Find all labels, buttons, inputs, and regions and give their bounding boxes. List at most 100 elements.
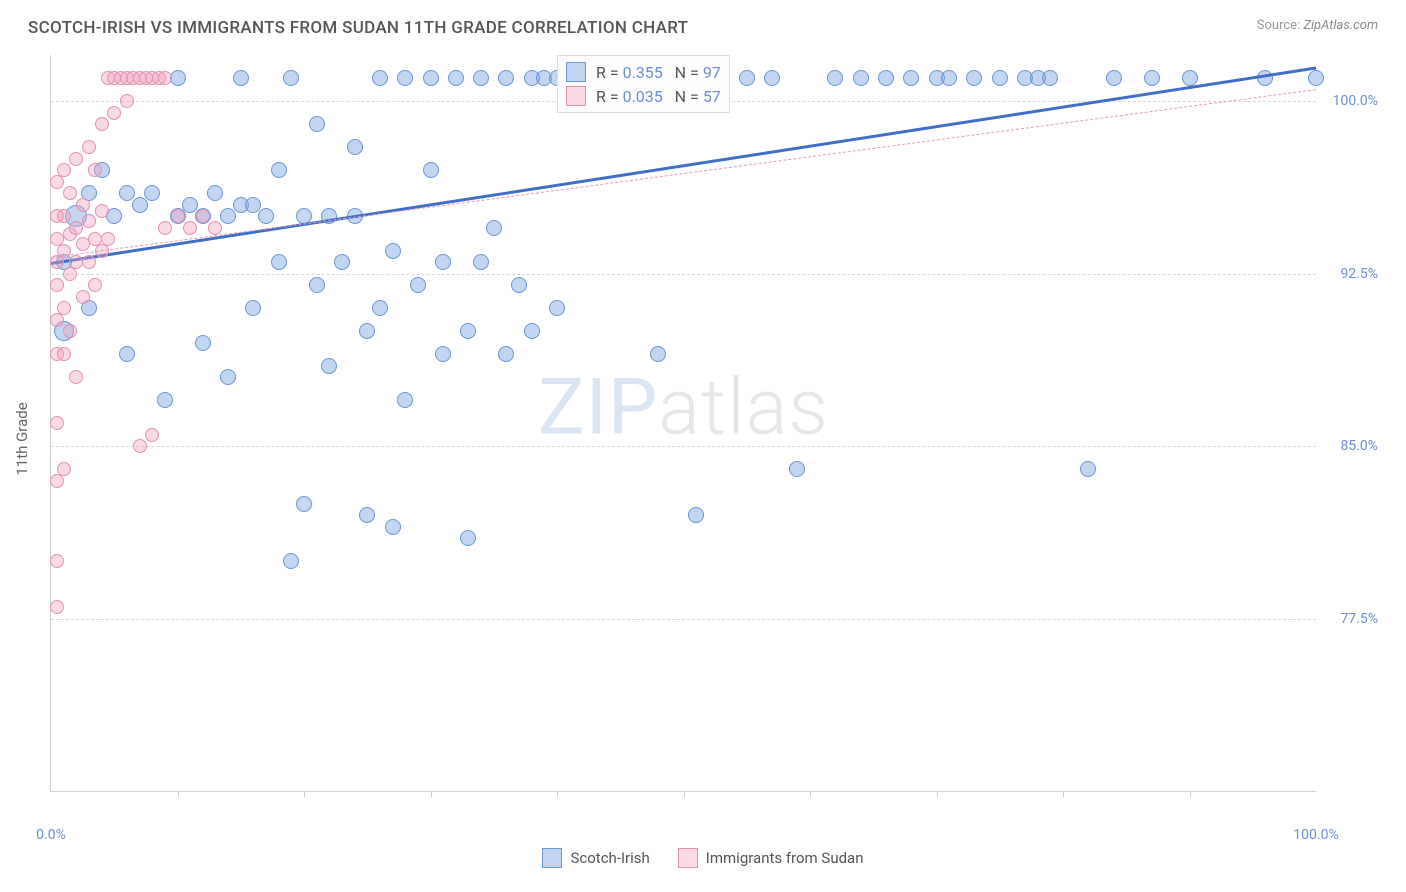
data-point [397, 70, 413, 86]
data-point [57, 163, 71, 177]
legend-item: Immigrants from Sudan [678, 848, 864, 868]
data-point [524, 323, 540, 339]
legend-swatch [678, 848, 698, 868]
data-point [183, 221, 197, 235]
data-point [347, 139, 363, 155]
legend: Scotch-Irish Immigrants from Sudan [0, 848, 1406, 872]
data-point [95, 204, 109, 218]
legend-swatch [566, 62, 586, 82]
data-point [903, 70, 919, 86]
data-point [196, 209, 210, 223]
data-point [423, 162, 439, 178]
data-point [853, 70, 869, 86]
xtick-mark [304, 791, 305, 797]
data-point [57, 347, 71, 361]
data-point [739, 70, 755, 86]
data-point [372, 300, 388, 316]
data-point [688, 507, 704, 523]
y-axis-label: 11th Grade [13, 402, 31, 475]
legend-item: Scotch-Irish [542, 848, 649, 868]
data-point [82, 255, 96, 269]
data-point [1144, 70, 1160, 86]
data-point [63, 186, 77, 200]
data-point [106, 208, 122, 224]
data-point [82, 214, 96, 228]
legend-swatch [566, 86, 586, 106]
data-point [133, 439, 147, 453]
xtick-mark [684, 791, 685, 797]
legend-label: Immigrants from Sudan [706, 849, 864, 867]
stats-text: R = 0.035 N = 57 [596, 87, 721, 106]
data-point [397, 392, 413, 408]
ytick-label: 85.0% [1340, 438, 1378, 454]
data-point [283, 553, 299, 569]
data-point [549, 300, 565, 316]
plot-area: ZIPatlas 77.5%85.0%92.5%100.0%0.0%100.0%… [50, 55, 1316, 792]
data-point [170, 70, 186, 86]
data-point [1106, 70, 1122, 86]
data-point [296, 496, 312, 512]
data-point [309, 277, 325, 293]
data-point [473, 70, 489, 86]
data-point [789, 461, 805, 477]
ytick-label: 100.0% [1333, 93, 1378, 109]
data-point [258, 208, 274, 224]
data-point [992, 70, 1008, 86]
source-prefix: Source: [1257, 18, 1300, 33]
data-point [435, 254, 451, 270]
data-point [372, 70, 388, 86]
data-point [76, 198, 90, 212]
data-point [158, 221, 172, 235]
watermark-atlas: atlas [658, 363, 829, 454]
data-point [245, 300, 261, 316]
data-point [63, 324, 77, 338]
data-point [195, 335, 211, 351]
data-point [271, 254, 287, 270]
data-point [1042, 70, 1058, 86]
data-point [498, 346, 514, 362]
legend-swatch [542, 848, 562, 868]
data-point [309, 116, 325, 132]
data-point [95, 117, 109, 131]
data-point [233, 70, 249, 86]
data-point [650, 346, 666, 362]
data-point [498, 70, 514, 86]
data-point [207, 185, 223, 201]
data-point [158, 71, 172, 85]
data-point [385, 243, 401, 259]
data-point [157, 392, 173, 408]
ytick-label: 92.5% [1340, 266, 1378, 282]
gridline [51, 446, 1316, 447]
data-point [448, 70, 464, 86]
data-point [321, 358, 337, 374]
data-point [107, 106, 121, 120]
data-point [1182, 70, 1198, 86]
data-point [359, 323, 375, 339]
source-credit: Source: ZipAtlas.com [1257, 18, 1378, 33]
data-point [511, 277, 527, 293]
gridline [51, 274, 1316, 275]
data-point [208, 221, 222, 235]
data-point [334, 254, 350, 270]
data-point [50, 554, 64, 568]
stats-row: R = 0.035 N = 57 [566, 84, 721, 108]
data-point [50, 600, 64, 614]
chart-title: SCOTCH-IRISH VS IMMIGRANTS FROM SUDAN 11… [28, 18, 688, 38]
ytick-label: 77.5% [1340, 611, 1378, 627]
data-point [283, 70, 299, 86]
data-point [120, 94, 134, 108]
data-point [435, 346, 451, 362]
xtick-mark [1063, 791, 1064, 797]
data-point [385, 519, 401, 535]
data-point [966, 70, 982, 86]
data-point [220, 208, 236, 224]
data-point [359, 507, 375, 523]
data-point [460, 323, 476, 339]
data-point [50, 278, 64, 292]
data-point [57, 209, 71, 223]
data-point [144, 185, 160, 201]
watermark: ZIPatlas [538, 363, 829, 454]
stats-text: R = 0.355 N = 97 [596, 63, 721, 82]
data-point [941, 70, 957, 86]
data-point [271, 162, 287, 178]
